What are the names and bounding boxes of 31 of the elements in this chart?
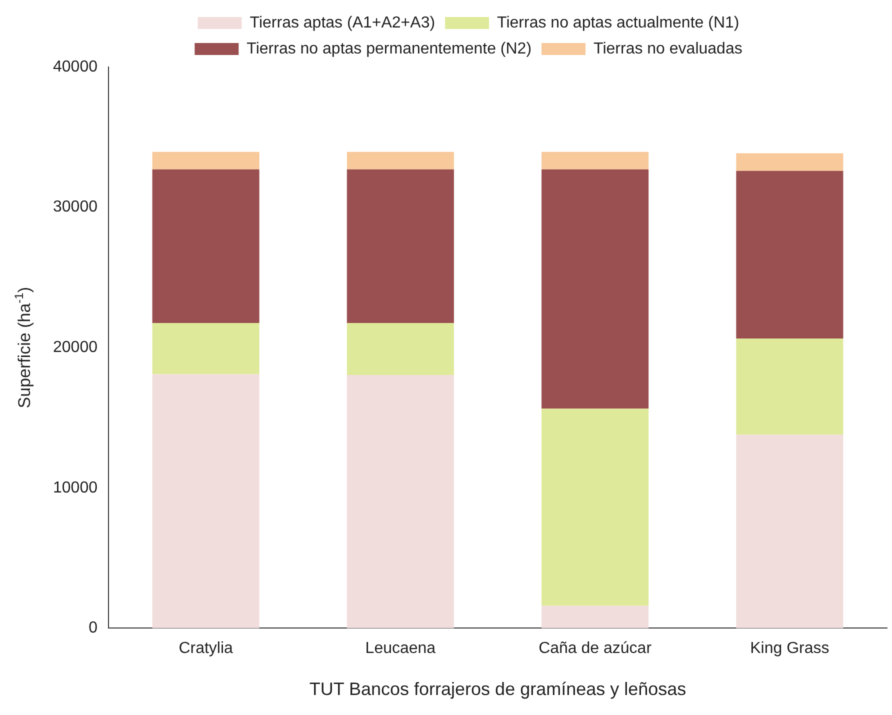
y-tick-label: 0 bbox=[88, 620, 98, 637]
bar bbox=[542, 606, 649, 628]
y-tick-label: 30000 bbox=[52, 198, 98, 216]
bar bbox=[736, 170, 844, 338]
legend-label: Tierras no evaluadas bbox=[594, 40, 742, 58]
y-axis-title: Superficie (ha-1) bbox=[12, 286, 34, 408]
bar bbox=[542, 408, 649, 606]
bar bbox=[346, 169, 454, 324]
bar bbox=[152, 152, 260, 170]
bar bbox=[542, 169, 649, 409]
x-tick-label: King Grass bbox=[750, 640, 830, 658]
bar bbox=[346, 152, 454, 170]
x-tick-label: Caña de azúcar bbox=[538, 640, 652, 658]
legend-label: Tierras aptas (A1+A2+A3) bbox=[250, 14, 436, 32]
x-tick-label: Leucaena bbox=[365, 640, 436, 658]
bar bbox=[736, 153, 844, 171]
legend-label: Tierras no aptas actualmente (N1) bbox=[497, 14, 740, 32]
y-tick-label: 10000 bbox=[52, 479, 98, 496]
bar bbox=[736, 434, 844, 628]
x-tick-label: Cratylia bbox=[178, 640, 234, 658]
bar bbox=[346, 374, 454, 628]
bar bbox=[346, 323, 454, 375]
y-tick-label: 40000 bbox=[52, 58, 98, 76]
y-tick-label: 20000 bbox=[52, 339, 98, 356]
bar bbox=[152, 323, 260, 374]
x-axis-title: TUT Bancos forrajeros de gramíneas y leñosas bbox=[309, 679, 686, 700]
legend-label: Tierras no aptas permanentemente (N2) bbox=[246, 40, 532, 58]
bar bbox=[152, 374, 260, 628]
bar bbox=[736, 338, 844, 435]
bar bbox=[152, 169, 260, 324]
bar bbox=[542, 152, 649, 170]
